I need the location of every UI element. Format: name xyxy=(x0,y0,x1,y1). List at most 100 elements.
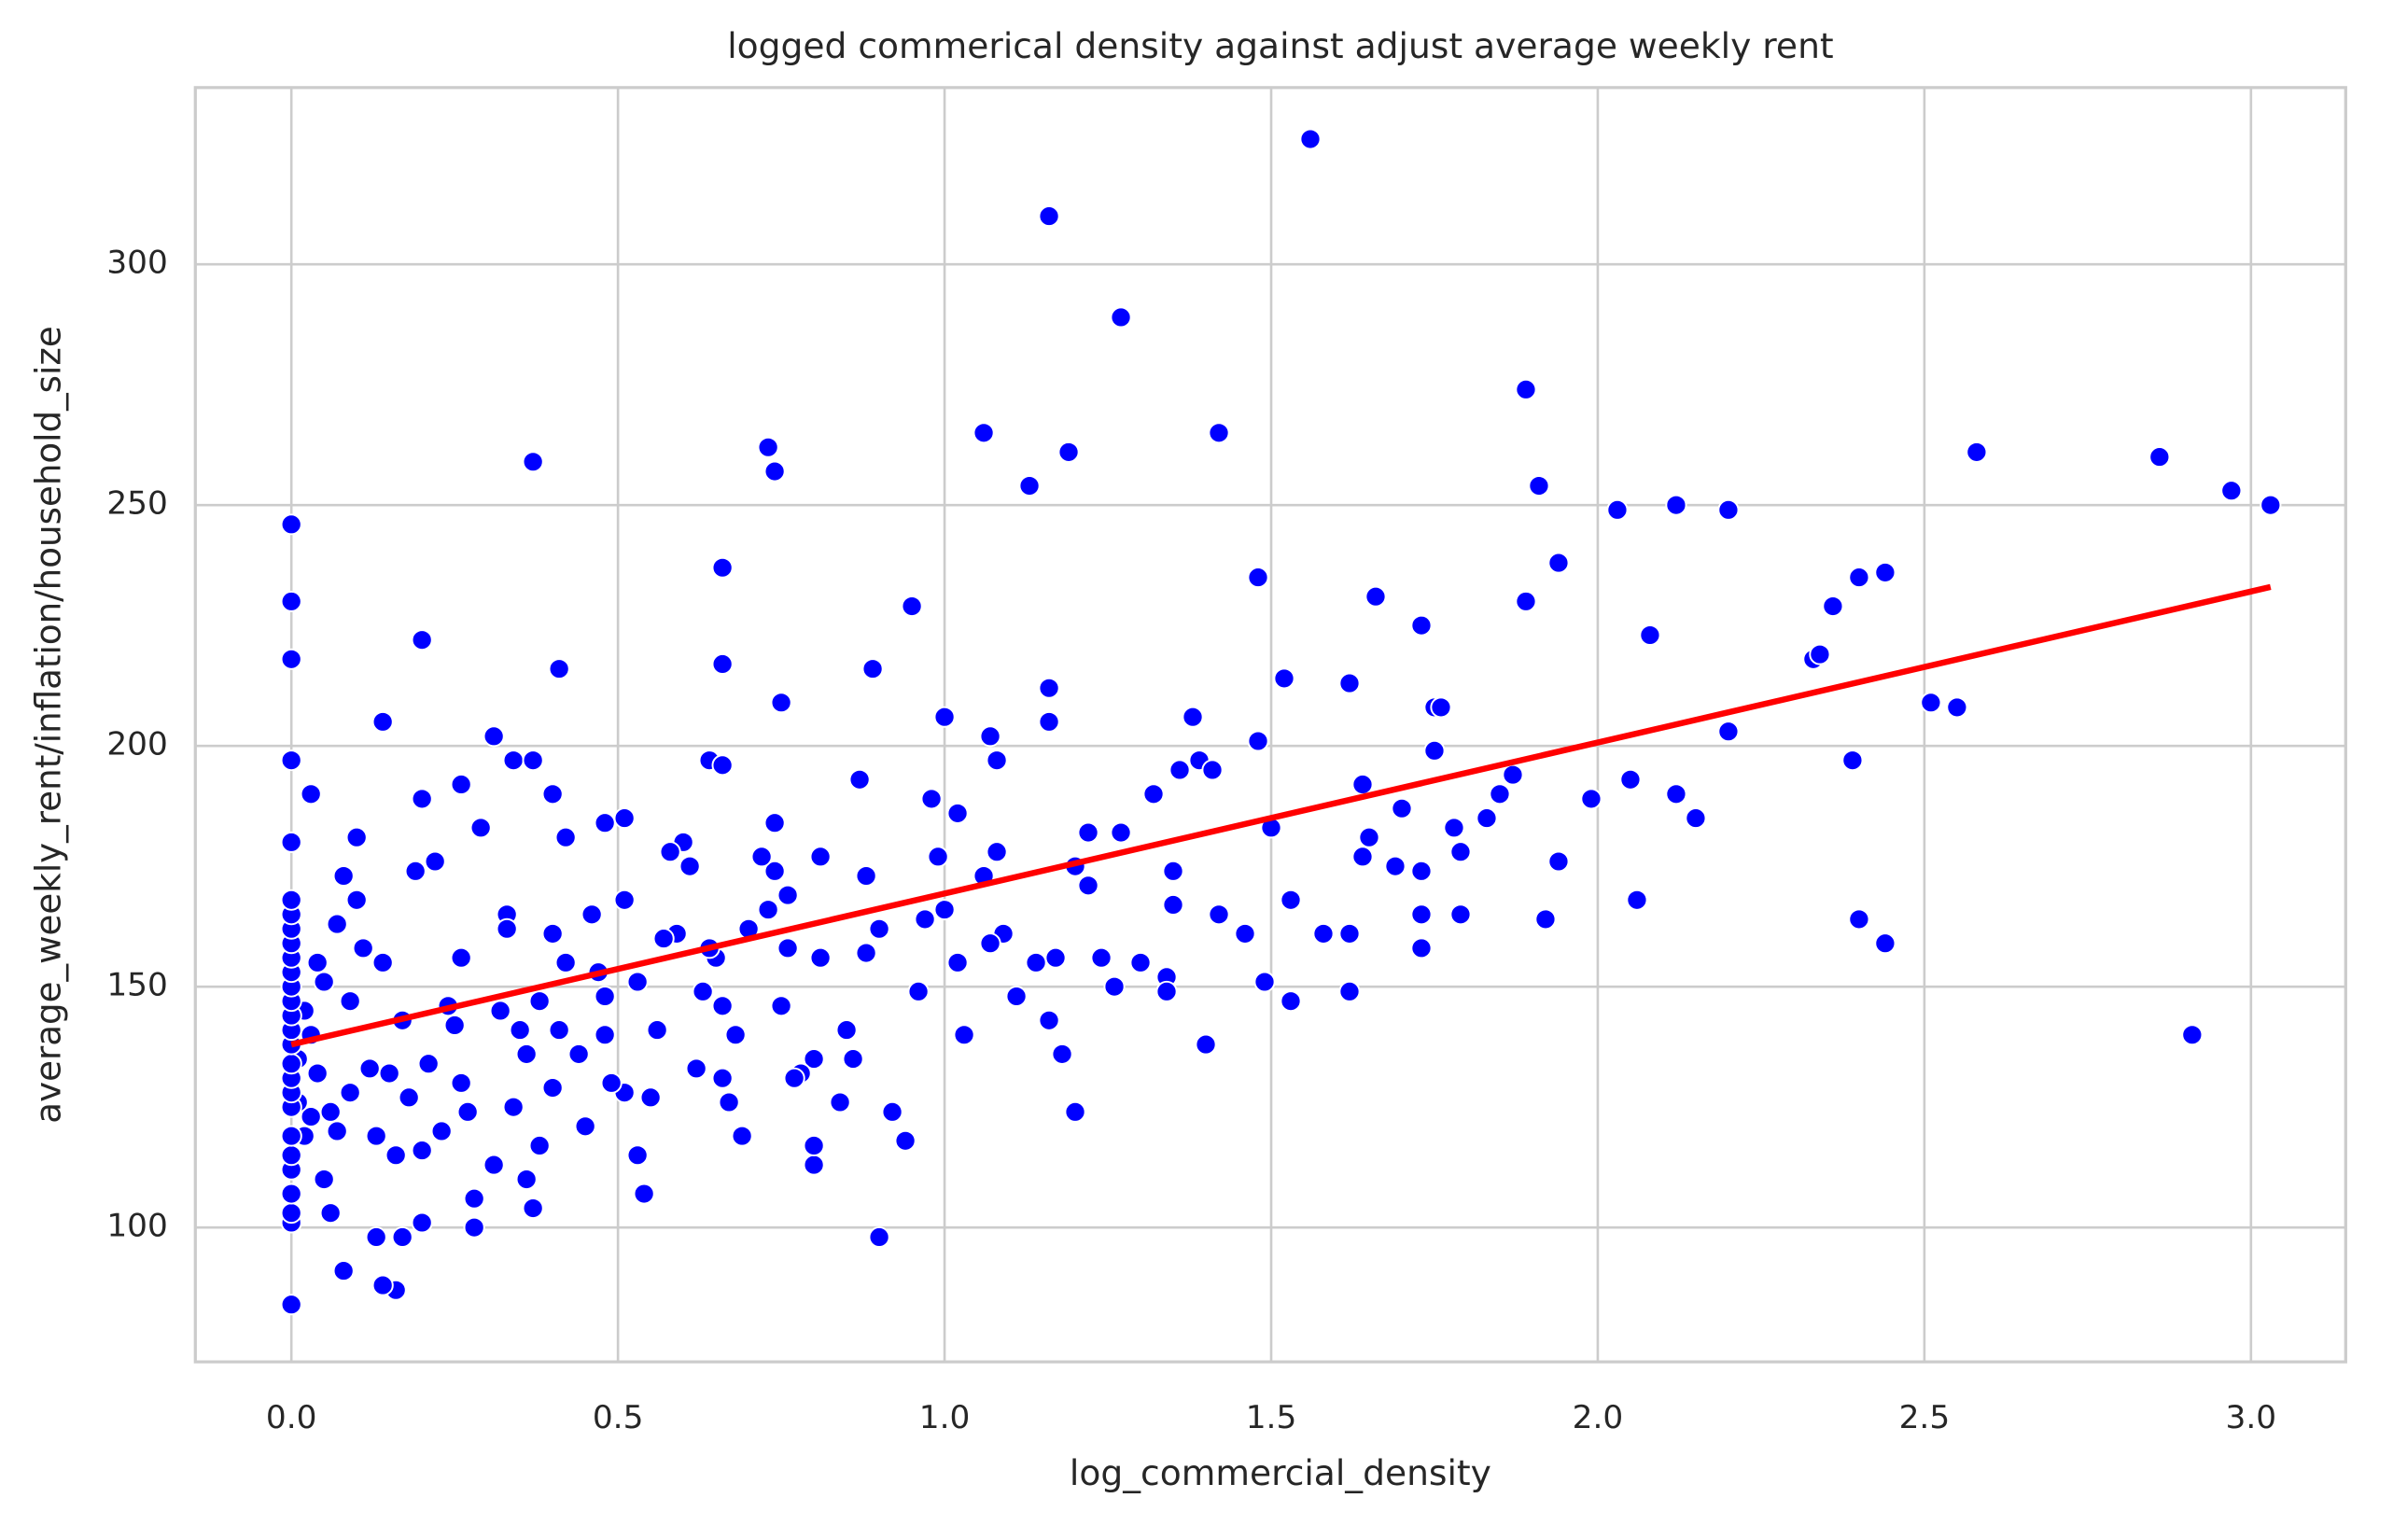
scatter-point xyxy=(1364,585,1387,608)
chart-title: logged commerical density against adjust… xyxy=(727,25,1833,66)
scatter-point xyxy=(548,1019,570,1042)
scatter-point xyxy=(639,1086,662,1109)
scatter-point xyxy=(953,1024,975,1046)
scatter-point xyxy=(541,783,564,805)
scatter-point xyxy=(731,1125,753,1147)
scatter-point xyxy=(450,773,472,795)
scatter-point xyxy=(1234,922,1256,945)
scatter-point xyxy=(339,990,361,1013)
scatter-point xyxy=(1606,498,1629,521)
scatter-point xyxy=(411,1140,433,1162)
scatter-point xyxy=(1848,567,1870,589)
scatter-point xyxy=(1423,739,1446,762)
scatter-point xyxy=(659,841,681,863)
scatter-point xyxy=(502,749,525,772)
scatter-point xyxy=(391,1225,413,1248)
scatter-point xyxy=(554,951,577,973)
scatter-point xyxy=(1410,903,1433,926)
scatter-point xyxy=(300,783,322,805)
scatter-point xyxy=(345,826,368,848)
scatter-point xyxy=(868,917,890,940)
scatter-point xyxy=(1665,494,1687,516)
scatter-point xyxy=(868,1225,890,1248)
scatter-point xyxy=(1449,841,1472,863)
scatter-point xyxy=(1515,378,1537,400)
scatter-point xyxy=(1874,561,1896,583)
scatter-point xyxy=(313,1169,335,1191)
scatter-point xyxy=(1247,567,1269,589)
scatter-point xyxy=(352,937,374,959)
scatter-point xyxy=(469,817,492,839)
scatter-point xyxy=(1717,498,1740,521)
scatter-point xyxy=(1430,696,1452,719)
scatter-point xyxy=(1848,908,1870,931)
scatter-point xyxy=(554,826,577,848)
scatter-point xyxy=(1208,903,1230,926)
scatter-point xyxy=(371,951,394,973)
scatter-point xyxy=(1280,990,1302,1013)
scatter-point xyxy=(855,942,877,964)
scatter-point xyxy=(1247,730,1269,752)
scatter-point xyxy=(1280,889,1302,911)
scatter-point xyxy=(319,1202,342,1225)
scatter-point xyxy=(450,946,472,969)
scatter-point xyxy=(979,725,1001,748)
scatter-point xyxy=(280,590,302,612)
scatter-point xyxy=(1155,980,1178,1002)
scatter-point xyxy=(652,928,675,950)
scatter-point xyxy=(848,768,871,791)
scatter-point xyxy=(613,889,636,911)
scatter-point xyxy=(371,710,394,733)
scatter-point xyxy=(300,1105,322,1127)
scatter-point xyxy=(2220,480,2243,502)
x-tick-label: 3.0 xyxy=(2226,1399,2277,1436)
scatter-point xyxy=(456,1100,479,1123)
scatter-point xyxy=(979,932,1001,955)
scatter-point xyxy=(1351,773,1374,795)
y-tick-label: 300 xyxy=(106,245,168,282)
scatter-point xyxy=(973,422,995,444)
scatter-point xyxy=(483,1154,505,1176)
scatter-point xyxy=(326,913,348,935)
scatter-point xyxy=(914,908,936,931)
scatter-point xyxy=(1920,692,1942,714)
scatter-point xyxy=(1874,932,1896,955)
scatter-point xyxy=(829,1091,851,1113)
scatter-point xyxy=(757,899,779,921)
scatter-point xyxy=(1338,672,1361,694)
scatter-point xyxy=(280,831,302,853)
scatter-point xyxy=(613,807,636,830)
scatter-point xyxy=(463,1216,485,1239)
scatter-point xyxy=(2181,1024,2204,1046)
scatter-point xyxy=(1077,875,1099,897)
scatter-point xyxy=(1018,475,1041,497)
scatter-point xyxy=(411,788,433,810)
y-tick-label: 150 xyxy=(106,967,168,1004)
scatter-point xyxy=(933,899,956,921)
scatter-point xyxy=(724,1024,747,1046)
scatter-point xyxy=(1051,1043,1073,1065)
scatter-point xyxy=(339,1082,361,1104)
scatter-point xyxy=(1384,855,1406,877)
scatter-point xyxy=(385,1144,407,1167)
x-axis-label: log_commercial_density xyxy=(1070,1452,1491,1493)
scatter-point xyxy=(528,990,551,1013)
scatter-point xyxy=(1410,937,1433,959)
scatter-point xyxy=(1515,590,1537,612)
scatter-point xyxy=(718,1091,740,1113)
scatter-point xyxy=(430,1120,453,1142)
scatter-point xyxy=(1626,889,1648,911)
scatter-point xyxy=(1195,1033,1217,1056)
scatter-point xyxy=(626,1144,649,1167)
scatter-point xyxy=(881,1100,903,1123)
scatter-point xyxy=(463,1187,485,1210)
scatter-point xyxy=(946,802,969,824)
scatter-point xyxy=(313,971,335,993)
scatter-point xyxy=(777,884,799,906)
scatter-point xyxy=(332,1260,355,1282)
y-tick-label: 200 xyxy=(106,726,168,763)
x-tick-label: 2.5 xyxy=(1899,1399,1951,1436)
scatter-point xyxy=(809,846,832,868)
scatter-point xyxy=(306,951,329,973)
